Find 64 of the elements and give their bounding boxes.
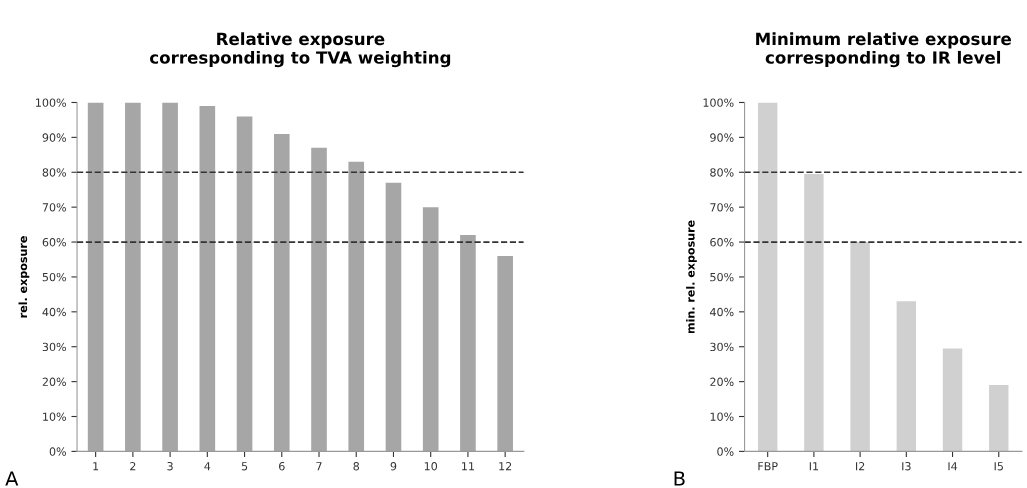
y-tick-label: 90% xyxy=(42,133,66,142)
bar xyxy=(942,348,963,452)
x-tick-label: I2 xyxy=(856,462,865,471)
x-tick-label: 6 xyxy=(279,462,285,471)
text: B xyxy=(674,471,685,486)
bar xyxy=(199,105,216,452)
y-tick-label: 0% xyxy=(717,447,734,456)
bar xyxy=(989,385,1009,452)
bar xyxy=(422,207,439,452)
x-tick-label: FBP xyxy=(758,462,778,471)
x-tick-label: 3 xyxy=(167,462,173,471)
x-tick-label: 10 xyxy=(424,462,438,471)
x-tick-label: 7 xyxy=(316,462,322,471)
y-tick-label: 10% xyxy=(710,412,734,421)
bar xyxy=(757,102,778,452)
y-tick-label: 60% xyxy=(710,238,734,247)
chart-title: Minimum relative exposure corresponding to IR level xyxy=(756,32,1011,68)
bar xyxy=(87,102,104,452)
bar xyxy=(385,182,402,452)
bar xyxy=(850,242,870,452)
bar xyxy=(125,102,141,452)
y-tick-label: 40% xyxy=(42,307,66,317)
y-axis-title: rel. exposure xyxy=(18,236,30,318)
bar xyxy=(896,301,917,452)
x-tick-label: I5 xyxy=(994,462,1003,471)
y-tick-label: 30% xyxy=(710,342,734,352)
y-tick-label: 90% xyxy=(710,133,734,142)
bar xyxy=(162,102,178,452)
y-tick-label: 100% xyxy=(703,98,734,107)
y-tick-label: 50% xyxy=(710,272,734,282)
y-tick-label: 100% xyxy=(36,98,66,107)
chart-title: Relative exposure corresponding to TVA weighting xyxy=(150,32,451,68)
y-tick-label: 70% xyxy=(42,203,66,212)
x-tick-label: 5 xyxy=(241,462,248,471)
bar xyxy=(497,256,513,452)
y-tick-label: 40% xyxy=(710,307,734,317)
bar xyxy=(311,147,327,452)
y-tick-label: 80% xyxy=(42,168,66,177)
bar xyxy=(348,161,365,452)
x-tick-label: 9 xyxy=(390,462,397,471)
text: A xyxy=(5,471,19,486)
y-tick-label: 20% xyxy=(42,377,66,386)
x-tick-label: 2 xyxy=(130,462,136,471)
x-tick-label: 12 xyxy=(499,462,512,471)
y-tick-label: 50% xyxy=(42,272,66,282)
y-tick-label: 30% xyxy=(42,342,66,352)
x-tick-label: 8 xyxy=(353,462,360,471)
x-tick-label: I4 xyxy=(948,462,958,471)
x-tick-label: 4 xyxy=(204,462,211,471)
y-tick-label: 0% xyxy=(49,447,66,456)
bar xyxy=(236,116,253,452)
y-tick-label: 10% xyxy=(43,412,66,421)
x-tick-label: 1 xyxy=(93,462,99,471)
x-tick-label: 11 xyxy=(462,462,474,471)
y-tick-label: 70% xyxy=(710,203,734,212)
y-tick-label: 60% xyxy=(42,238,66,247)
y-tick-label: 80% xyxy=(710,168,734,177)
x-tick-label: I3 xyxy=(902,462,911,471)
bar xyxy=(804,174,824,452)
y-axis-title: min. rel. exposure xyxy=(686,220,697,334)
x-tick-label: I1 xyxy=(809,462,819,471)
bar xyxy=(460,235,476,452)
bar xyxy=(273,133,290,452)
y-tick-label: 20% xyxy=(710,377,734,386)
